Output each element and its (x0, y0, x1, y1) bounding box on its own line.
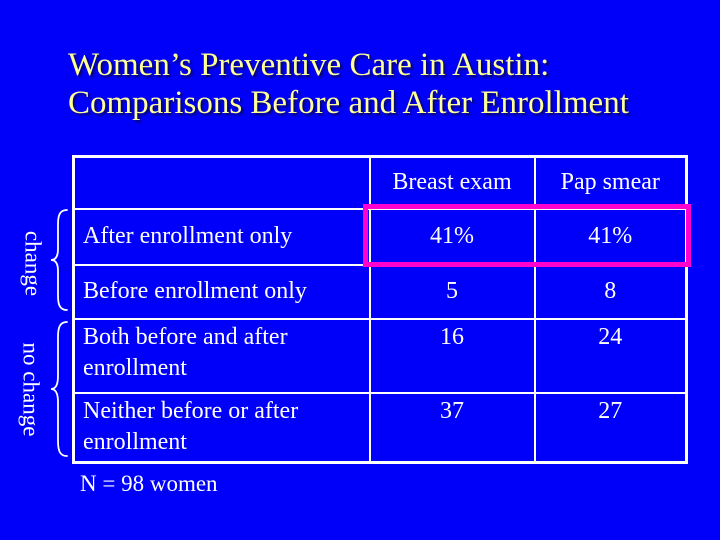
group-label-change: change (20, 230, 46, 297)
table-corner-cell (72, 155, 371, 210)
breast-exam-value: 5 (368, 263, 536, 320)
breast-exam-value: 16 (368, 317, 536, 394)
row-label: Before enrollment only (72, 263, 371, 320)
slide-title: Women’s Preventive Care in Austin: Compa… (68, 46, 688, 122)
table-row-before-enrollment: Before enrollment only 5 8 (72, 263, 688, 320)
slide-title-line2: Comparisons Before and After Enrollment (68, 85, 629, 121)
pap-smear-value: 24 (533, 317, 688, 394)
row-label: Neither before or after enrollment (72, 391, 371, 464)
group-label-no-change: no change (18, 342, 44, 437)
table-row-both-before-after: Both before and after enrollment 16 24 (72, 317, 688, 394)
pap-smear-value: 41% (533, 207, 688, 266)
row-label: After enrollment only (72, 207, 371, 266)
table-row-after-enrollment: After enrollment only 41% 41% (72, 207, 688, 266)
data-table: Breast exam Pap smear After enrollment o… (72, 155, 688, 464)
column-header-pap-smear: Pap smear (533, 155, 688, 210)
row-label: Both before and after enrollment (72, 317, 371, 394)
table-row-neither-before-after: Neither before or after enrollment 37 27 (72, 391, 688, 464)
brace-change-icon (50, 209, 68, 311)
brace-no-change-icon (50, 321, 68, 457)
breast-exam-value: 37 (368, 391, 536, 464)
pap-smear-value: 8 (533, 263, 688, 320)
column-header-breast-exam: Breast exam (368, 155, 536, 210)
footnote: N = 98 women (80, 471, 218, 496)
breast-exam-value: 41% (368, 207, 536, 266)
slide-title-line1: Women’s Preventive Care in Austin: (68, 47, 550, 83)
table-header-row: Breast exam Pap smear (72, 155, 688, 210)
pap-smear-value: 27 (533, 391, 688, 464)
